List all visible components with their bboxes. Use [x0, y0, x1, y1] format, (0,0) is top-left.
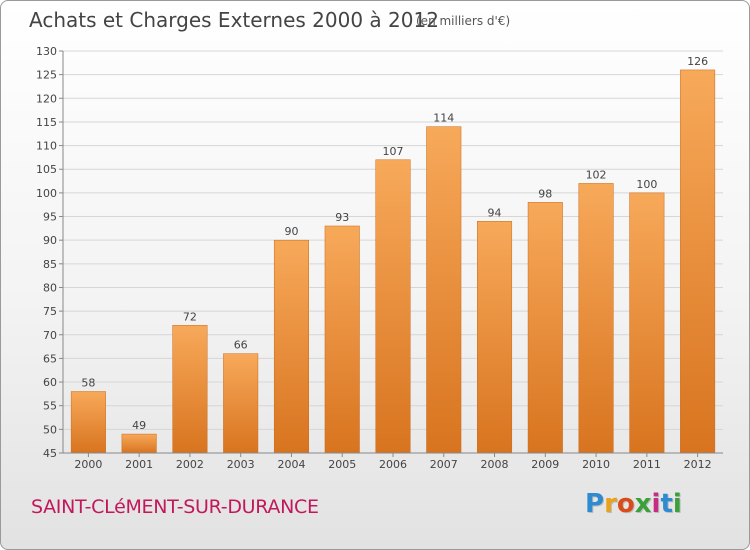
bar: [324, 225, 360, 454]
y-tick-label: 130: [36, 45, 57, 58]
logo-letter: i: [672, 489, 682, 519]
proxiti-logo[interactable]: Proxiti: [585, 489, 682, 519]
x-tick-label: 2012: [684, 458, 712, 471]
x-tick-label: 2003: [227, 458, 255, 471]
bar: [426, 126, 462, 454]
y-tick-label: 65: [43, 352, 57, 365]
x-axis: 2000 2001 2002 2003 2004 2005 2006 2007 2008 2009…: [63, 452, 723, 471]
x-tick-label: 2010: [582, 458, 610, 471]
logo-letter: r: [604, 489, 617, 519]
logo-letter: P: [585, 489, 605, 519]
bar: [629, 192, 665, 454]
data-label: 94: [488, 206, 502, 219]
data-label: 49: [132, 419, 146, 432]
data-label: 90: [284, 225, 298, 238]
bar: [578, 183, 614, 454]
logo-letter: o: [616, 489, 635, 519]
data-label: 114: [433, 112, 454, 125]
logo-letter: x: [634, 489, 652, 519]
y-tick-label: 55: [43, 400, 57, 413]
bar: [121, 433, 157, 454]
logo-letter: t: [660, 489, 673, 519]
x-tick-label: 2002: [176, 458, 204, 471]
data-label: 66: [234, 339, 248, 352]
x-tick-label: 2008: [481, 458, 509, 471]
x-tick-label: 2007: [430, 458, 458, 471]
y-tick-label: 75: [43, 305, 57, 318]
data-label: 93: [335, 211, 349, 224]
x-tick-label: 2005: [328, 458, 356, 471]
data-labels: 58 49 72 66 90 93 107 114 94 98 102 100 126: [81, 55, 708, 432]
bar: [527, 202, 563, 454]
y-tick-label: 115: [36, 116, 57, 129]
bar: [375, 159, 411, 454]
chart-title: Achats et Charges Externes 2000 à 2012: [29, 8, 439, 32]
bar: [172, 325, 208, 454]
y-tick-label: 90: [43, 234, 57, 247]
y-tick-label: 80: [43, 281, 57, 294]
x-tick-label: 2009: [531, 458, 559, 471]
bar: [477, 221, 513, 454]
y-tick-label: 70: [43, 329, 57, 342]
bar: [273, 239, 309, 454]
y-tick-label: 105: [36, 163, 57, 176]
y-tick-label: 95: [43, 211, 57, 224]
y-tick-label: 125: [36, 69, 57, 82]
x-tick-label: 2000: [74, 458, 102, 471]
y-tick-label: 110: [36, 140, 57, 153]
data-label: 126: [687, 55, 708, 68]
logo-letter: i: [651, 489, 661, 519]
data-label: 102: [586, 168, 607, 181]
y-tick-label: 50: [43, 423, 57, 436]
y-tick-label: 85: [43, 258, 57, 271]
x-tick-label: 2011: [633, 458, 661, 471]
bar: [70, 391, 106, 454]
chart-subtitle: (en milliers d'€): [416, 14, 511, 28]
x-tick-label: 2006: [379, 458, 407, 471]
y-tick-label: 120: [36, 92, 57, 105]
x-tick-label: 2001: [125, 458, 153, 471]
data-label: 98: [538, 187, 552, 200]
data-label: 100: [636, 178, 657, 191]
bars: [70, 69, 716, 454]
data-label: 72: [183, 310, 197, 323]
bar: [223, 353, 259, 454]
y-tick-label: 45: [43, 447, 57, 460]
x-tick-label: 2004: [277, 458, 305, 471]
y-axis: 45 50 55 60 65 70 75 80 85 90 95 100 105 110 115 120 125…: [36, 45, 64, 460]
y-tick-label: 60: [43, 376, 57, 389]
y-tick-label: 100: [36, 187, 57, 200]
bar: [680, 69, 716, 454]
city-name: SAINT-CLéMENT-SUR-DURANCE: [31, 496, 319, 518]
data-label: 58: [81, 377, 95, 390]
data-label: 107: [383, 145, 404, 158]
